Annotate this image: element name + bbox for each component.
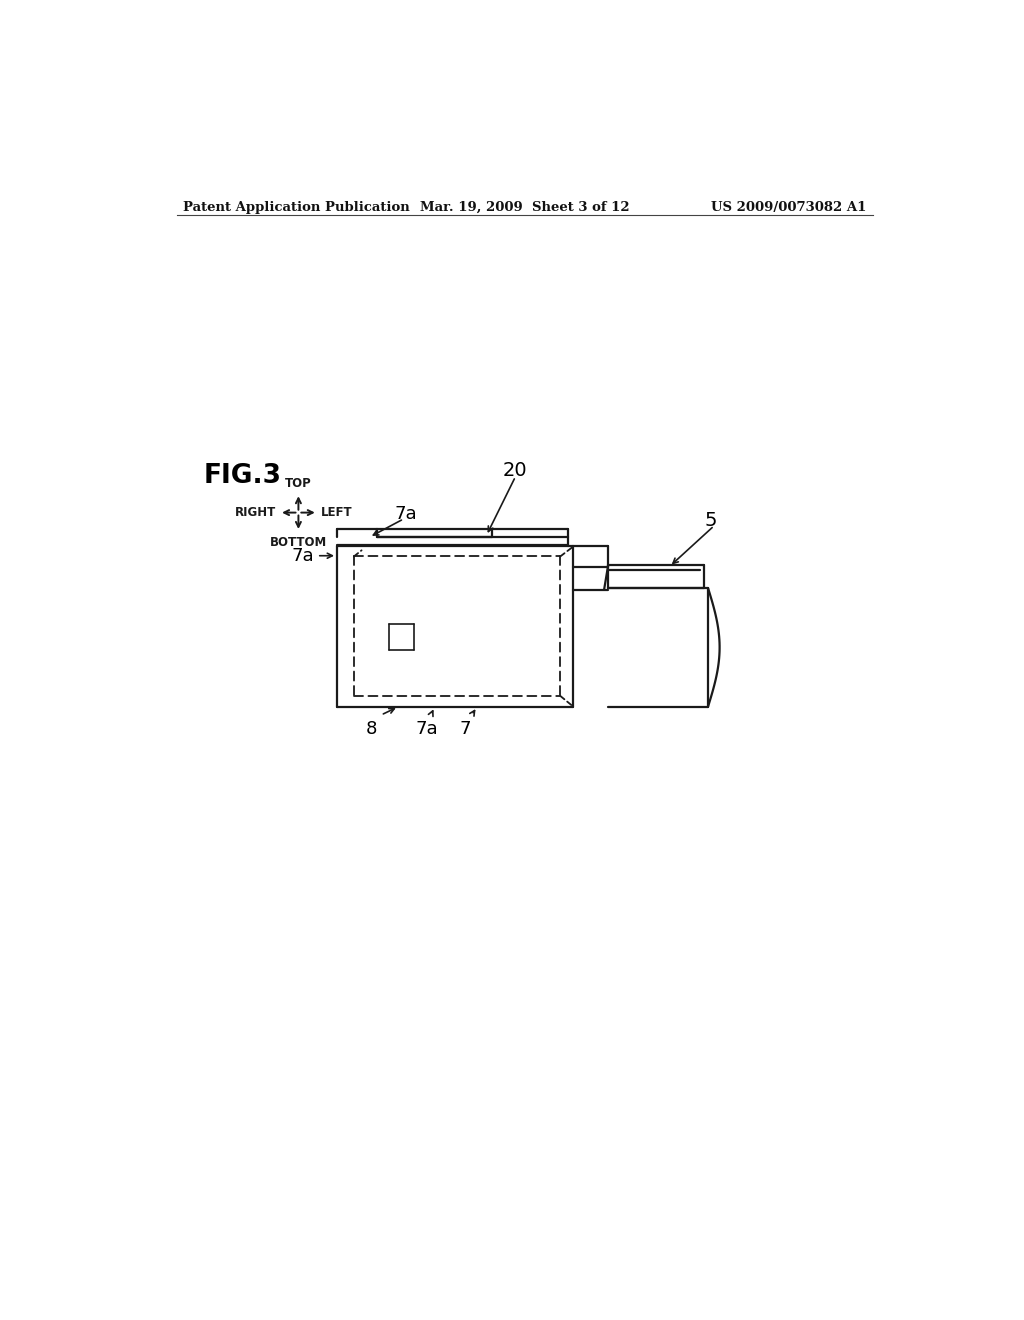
Text: 7a: 7a xyxy=(291,546,313,565)
Text: TOP: TOP xyxy=(285,478,311,490)
Text: 7a: 7a xyxy=(416,721,438,738)
Text: 7: 7 xyxy=(460,721,471,738)
Text: US 2009/0073082 A1: US 2009/0073082 A1 xyxy=(711,201,866,214)
Text: 7a: 7a xyxy=(394,506,418,523)
Text: Mar. 19, 2009  Sheet 3 of 12: Mar. 19, 2009 Sheet 3 of 12 xyxy=(420,201,630,214)
Text: 8: 8 xyxy=(366,721,377,738)
Text: LEFT: LEFT xyxy=(321,506,352,519)
Text: FIG.3: FIG.3 xyxy=(204,462,282,488)
Text: BOTTOM: BOTTOM xyxy=(269,536,327,549)
Text: 20: 20 xyxy=(503,461,527,479)
Text: 5: 5 xyxy=(705,511,717,529)
Text: Patent Application Publication: Patent Application Publication xyxy=(183,201,410,214)
Text: RIGHT: RIGHT xyxy=(234,506,276,519)
